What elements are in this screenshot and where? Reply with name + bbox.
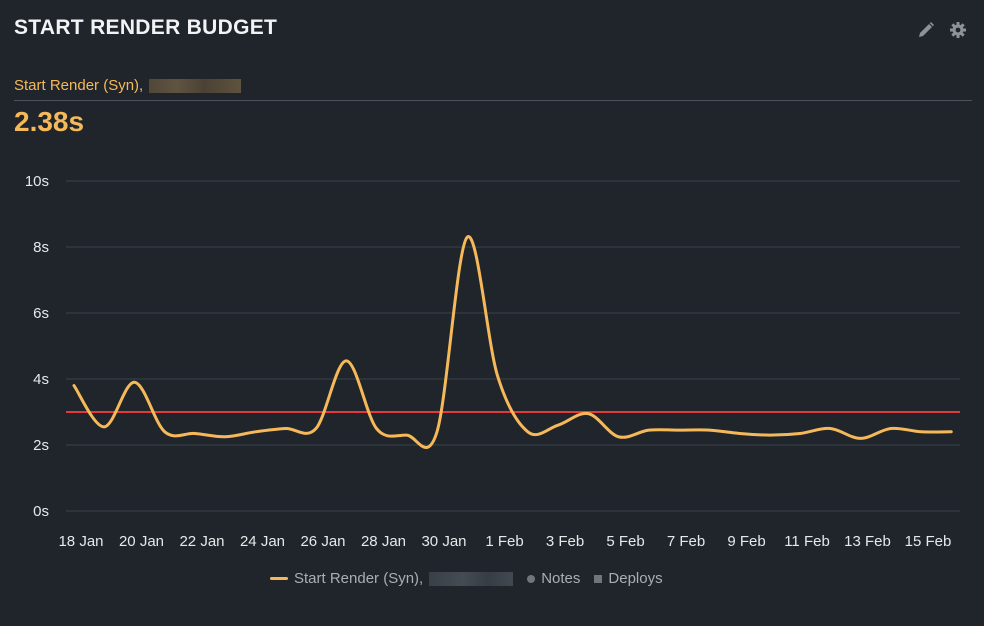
gear-icon [950,22,966,38]
y-tick-label: 6s [33,305,49,322]
divider [14,100,972,101]
x-tick-label: 24 Jan [240,533,285,550]
x-tick-label: 22 Jan [179,533,224,550]
settings-button[interactable] [948,20,968,40]
header-actions [916,20,968,40]
redacted-site-name [429,571,514,586]
square-icon [594,574,603,583]
legend-item-start-render[interactable]: Start Render (Syn), [270,570,514,587]
x-tick-label: 9 Feb [727,533,765,550]
x-tick-label: 26 Jan [300,533,345,550]
y-tick-label: 2s [33,437,49,454]
page-title: START RENDER BUDGET [14,16,278,39]
legend-item-notes[interactable]: Notes [527,570,580,587]
chart-legend: Start Render (Syn), Notes Deploys [270,570,663,587]
x-tick-label: 5 Feb [606,533,644,550]
y-tick-label: 8s [33,239,49,256]
x-tick-label: 28 Jan [361,533,406,550]
x-axis: 18 Jan 20 Jan 22 Jan 24 Jan 26 Jan 28 Jan 30 J… [58,533,951,550]
metric-label-text: Start Render (Syn), [14,77,144,94]
x-tick-label: 11 Feb [784,533,830,550]
legend-series-label: Start Render (Syn), [294,570,424,587]
x-tick-label: 3 Feb [546,533,584,550]
legend-notes-label: Notes [541,570,581,587]
x-tick-label: 30 Jan [421,533,466,550]
series-swatch-icon [270,577,288,580]
y-tick-label: 4s [33,371,49,388]
x-tick-label: 20 Jan [119,533,164,550]
x-tick-label: 18 Jan [58,533,103,550]
y-tick-label: 10s [25,173,49,190]
edit-button[interactable] [916,20,936,40]
grid-lines [66,180,960,512]
x-tick-label: 15 Feb [905,533,952,550]
y-tick-label: 0s [33,503,49,520]
legend-deploys-label: Deploys [608,570,663,587]
redacted-site-name [149,78,242,93]
line-chart: 0s 2s 4s 6s 8s 10s 18 Jan 20 Jan 22 Jan 24 Jan 26… [25,173,960,550]
x-tick-label: 1 Feb [485,533,523,550]
metric-value: 2.38s [14,106,85,137]
circle-icon [527,574,536,583]
x-tick-label: 7 Feb [667,533,705,550]
pencil-icon [919,22,934,37]
series-line-start-render[interactable] [72,235,953,449]
metric-label: Start Render (Syn), [14,77,242,94]
legend-item-deploys[interactable]: Deploys [594,570,663,587]
x-tick-label: 13 Feb [844,533,891,550]
y-axis: 0s 2s 4s 6s 8s 10s [25,173,49,520]
